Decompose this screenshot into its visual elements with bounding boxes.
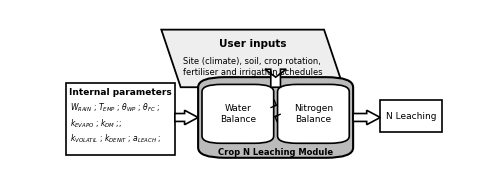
Text: Internal parameters: Internal parameters — [69, 88, 172, 97]
FancyArrowPatch shape — [271, 100, 276, 108]
FancyBboxPatch shape — [198, 77, 353, 158]
Text: Crop N Leaching Module: Crop N Leaching Module — [218, 148, 333, 157]
FancyBboxPatch shape — [380, 100, 442, 132]
Text: N Leaching: N Leaching — [386, 111, 436, 121]
Text: $W_{RAIN}$ ; $T_{EMP}$ ; $\theta_{WP}$ ; $\theta_{FC}$ ;: $W_{RAIN}$ ; $T_{EMP}$ ; $\theta_{WP}$ ;… — [70, 102, 160, 114]
Polygon shape — [175, 110, 198, 125]
FancyBboxPatch shape — [202, 84, 274, 143]
FancyArrowPatch shape — [275, 114, 280, 122]
Text: Water
Balance: Water Balance — [220, 104, 256, 124]
FancyBboxPatch shape — [66, 83, 175, 155]
Text: $k_{VOLATIL}$ ; $k_{DENIT}$ ; $a_{LEACH}$ ;: $k_{VOLATIL}$ ; $k_{DENIT}$ ; $a_{LEACH}… — [70, 133, 162, 145]
Polygon shape — [162, 30, 344, 87]
Text: $k_{EVAPO}$ ; $k_{DM}$ ;;: $k_{EVAPO}$ ; $k_{DM}$ ;; — [70, 118, 122, 130]
Polygon shape — [265, 69, 286, 87]
FancyBboxPatch shape — [278, 84, 349, 143]
Polygon shape — [353, 110, 380, 125]
Text: Site (climate), soil, crop rotation,
fertiliser and irrigation schedules: Site (climate), soil, crop rotation, fer… — [182, 57, 322, 77]
Text: Nitrogen
Balance: Nitrogen Balance — [294, 104, 333, 124]
Text: User inputs: User inputs — [218, 39, 286, 49]
